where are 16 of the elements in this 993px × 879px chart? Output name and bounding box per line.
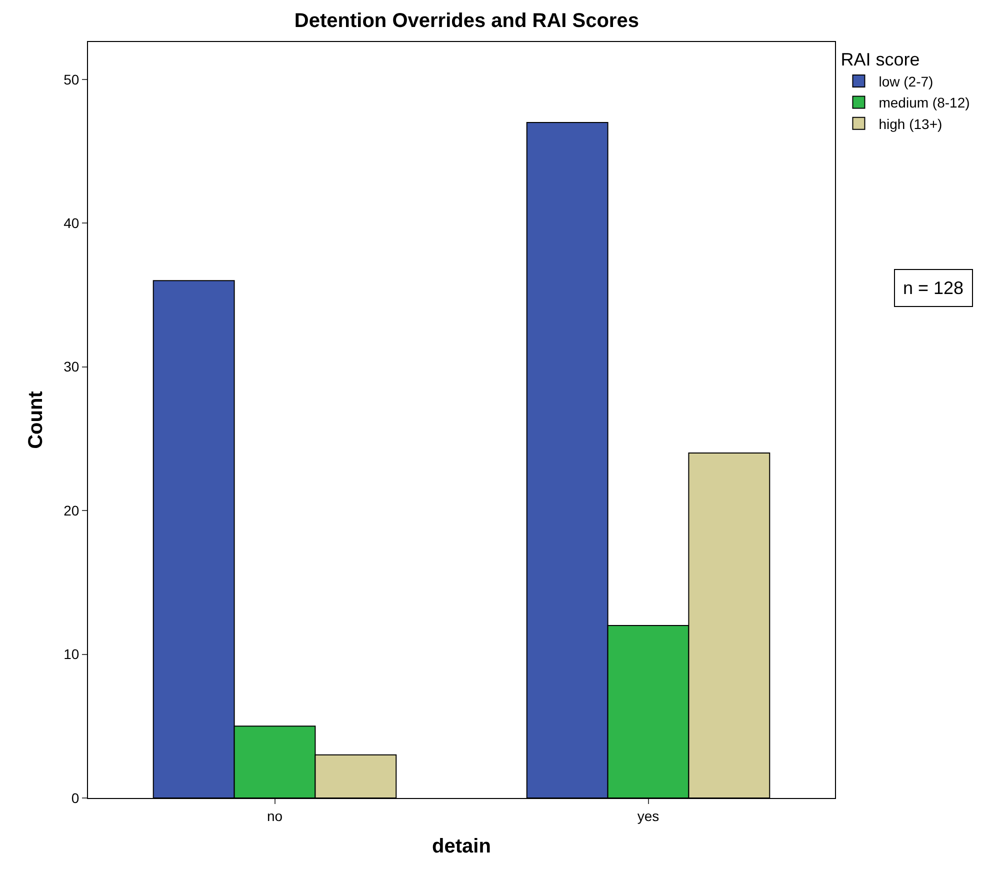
- y-tick-label: 30: [64, 358, 80, 375]
- legend-label: low (2-7): [878, 73, 934, 90]
- y-tick-label: 40: [64, 215, 80, 231]
- y-tick-label: 10: [64, 646, 80, 662]
- x-tick-label: no: [266, 808, 283, 824]
- legend-label: high (13+): [878, 116, 942, 132]
- y-tick-label: 50: [64, 71, 80, 88]
- y-tick-label: 0: [71, 790, 80, 806]
- y-tick-label: 20: [64, 502, 80, 518]
- x-tick-label: yes: [637, 808, 660, 824]
- chart-title: Detention Overrides and RAI Scores: [294, 10, 639, 32]
- text: n = 128: [903, 278, 964, 298]
- y-axis-title: Count: [25, 390, 48, 449]
- legend-label: medium (8-12): [878, 94, 970, 111]
- x-axis-title: detain: [432, 835, 491, 858]
- legend-title: RAI score: [840, 49, 920, 70]
